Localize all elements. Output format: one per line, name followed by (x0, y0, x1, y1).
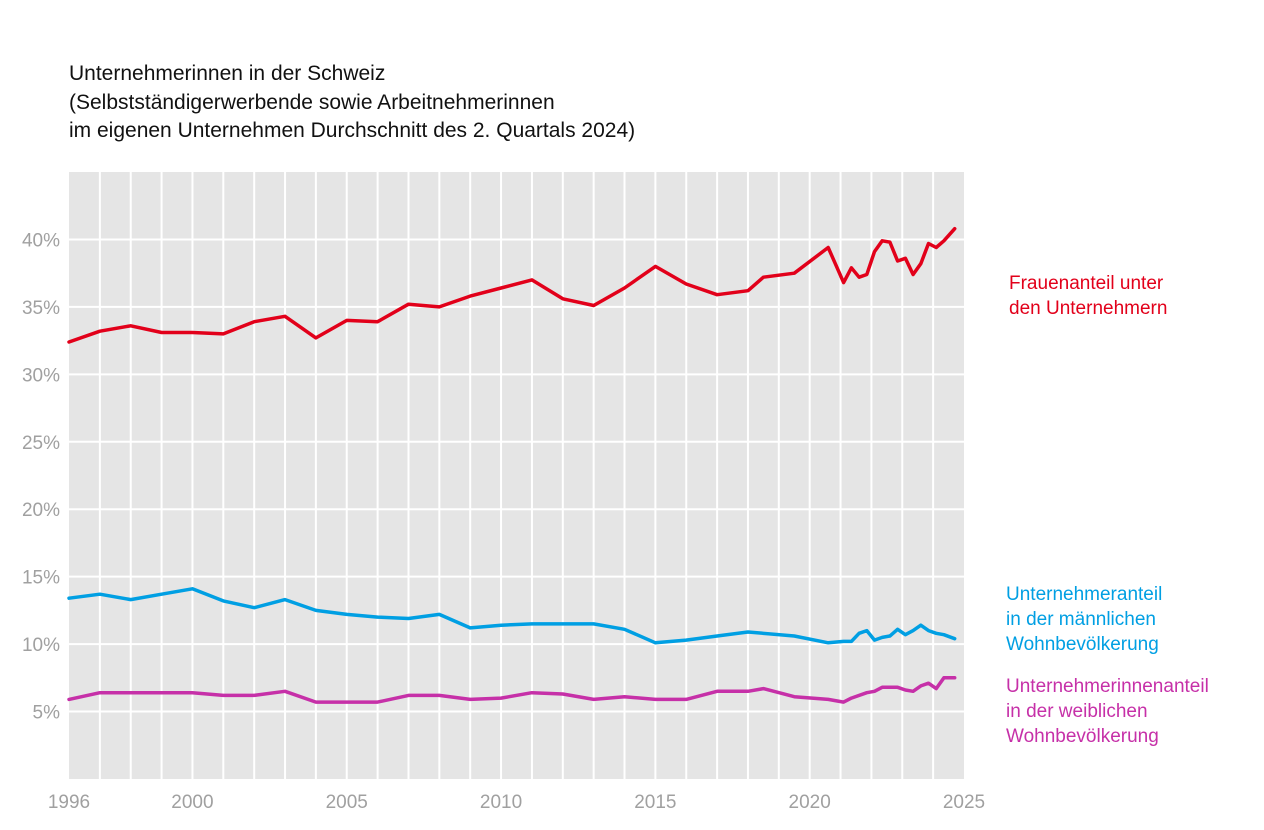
chart-title: Unternehmerinnen in der Schweiz (Selbsts… (69, 60, 969, 146)
series-label-1: Frauenanteil unter den Unternehmern (1009, 273, 1167, 319)
series-label-line: Unternehmeranteil (1006, 584, 1162, 605)
series-label-line: Wohnbevölkerung (1006, 634, 1159, 655)
series-label-2: Unternehmeranteil in der männlichen Wohnbe… (1006, 584, 1162, 655)
y-tick-label: 30% (22, 365, 60, 386)
plot-background (69, 172, 964, 779)
y-tick-label: 5% (33, 703, 61, 724)
x-tick-label: 2005 (326, 792, 368, 813)
title-line-3: im eigenen Unternehmen Durchschnitt des … (69, 119, 636, 142)
y-tick-label: 40% (22, 230, 60, 251)
y-tick-label: 25% (22, 433, 60, 454)
series-line-1 (67, 226, 957, 344)
x-tick-label: 2020 (789, 792, 831, 813)
y-axis-tick-labels: 5% 10% 15% 20% 25% 30% 35% 40% (22, 230, 60, 723)
series-label-line: Frauenanteil unter (1009, 273, 1164, 294)
series-label-line: den Unternehmern (1009, 298, 1167, 319)
x-axis-tick-labels: 1996 2000 2005 2010 2015 2020 2025 (48, 792, 985, 813)
y-tick-label: 20% (22, 500, 60, 521)
horizontal-gridlines (69, 238, 964, 713)
series-line-2 (67, 587, 957, 645)
series-label-line: in der weiblichen (1006, 701, 1148, 722)
title-line-2: (Selbstständigerwerbende sowie Arbeitneh… (69, 90, 555, 114)
y-tick-label: 15% (22, 568, 60, 589)
x-tick-label: 1996 (48, 792, 90, 813)
x-tick-label: 2025 (943, 792, 985, 813)
series-labels: Frauenanteil unter den Unternehmern Untern… (1006, 273, 1209, 747)
y-tick-label: 35% (22, 298, 60, 319)
series-label-line: Wohnbevölkerung (1006, 726, 1159, 747)
series-line-3 (67, 676, 957, 704)
series-label-3: Unternehmerinnenanteil in der weiblichen W… (1006, 676, 1209, 747)
series-label-line: in der männlichen (1006, 609, 1156, 630)
y-tick-label: 10% (22, 635, 60, 656)
title-line-1: Unternehmerinnen in der Schweiz (69, 62, 386, 85)
x-tick-label: 2015 (634, 792, 676, 813)
x-tick-label: 2010 (480, 792, 522, 813)
series-label-line: Unternehmerinnenanteil (1006, 676, 1209, 697)
series-lines (67, 226, 957, 704)
vertical-gridlines (98, 172, 935, 779)
x-tick-label: 2000 (171, 792, 213, 813)
